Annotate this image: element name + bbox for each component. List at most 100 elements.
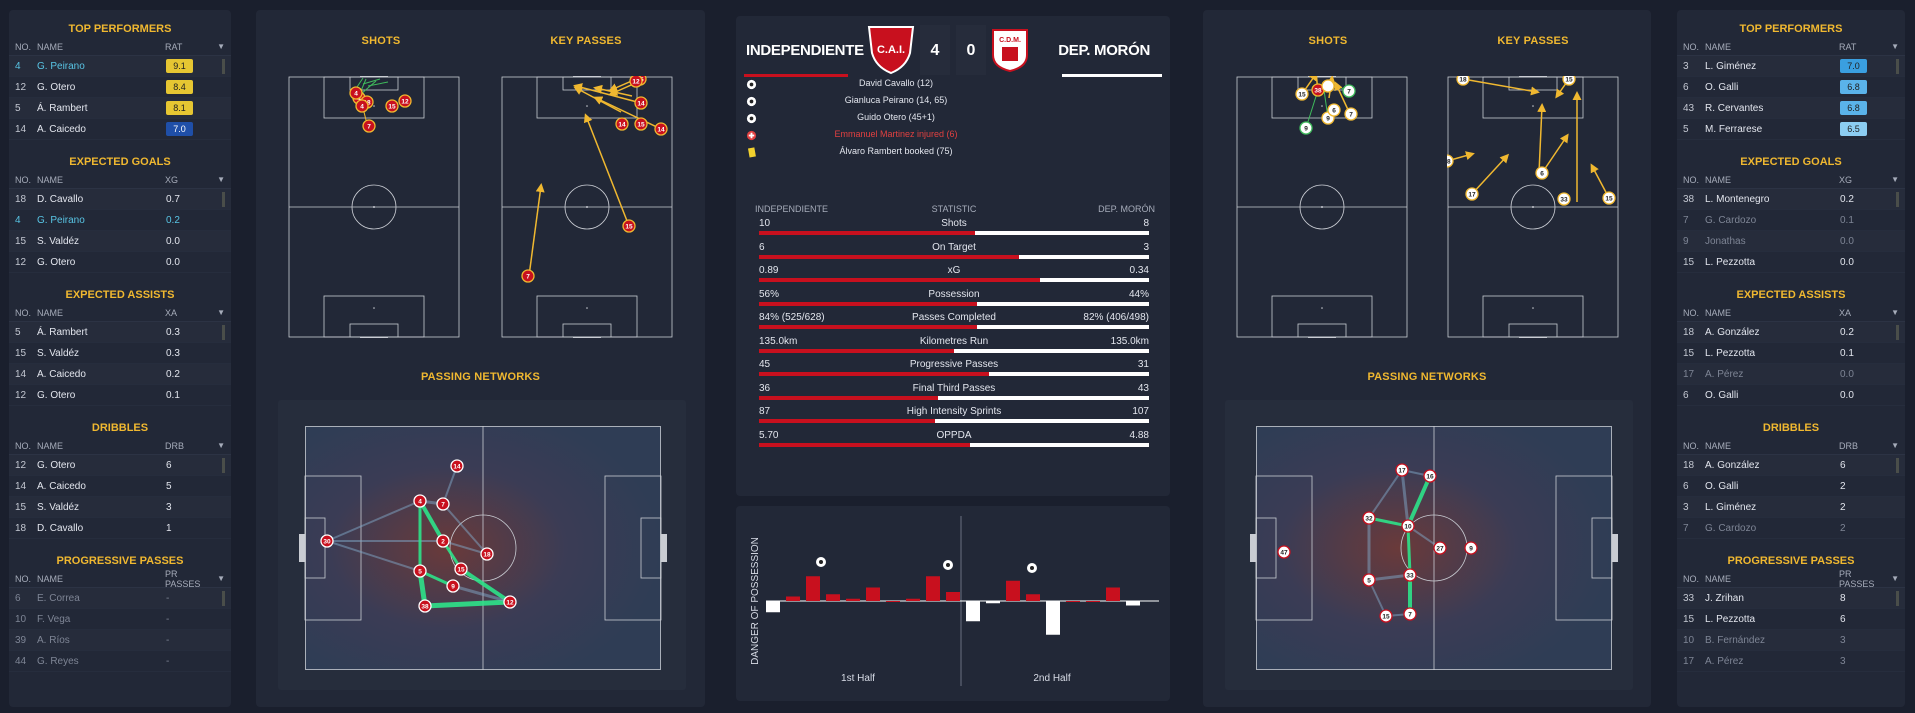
table-row[interactable]: 18 D. Cavallo 1 (9, 518, 231, 539)
event-goal: David Cavallo (12) (746, 78, 1046, 93)
player-number: 10 (1683, 634, 1695, 646)
away-stat-value: 4.88 (1129, 429, 1149, 441)
player-marker: 47 (1277, 545, 1291, 559)
shots-title: SHOTS (361, 35, 401, 47)
player-number: 18 (15, 193, 27, 205)
table-row[interactable]: 3 L. Giménez 2 (1677, 497, 1905, 518)
sort-arrow-icon[interactable]: ▼ (217, 308, 225, 317)
row-scroll-indicator (222, 346, 225, 361)
table-row[interactable]: 12 G. Otero 0.1 (9, 385, 231, 406)
table-row[interactable]: 6 O. Galli 0.0 (1677, 385, 1905, 406)
table-row[interactable]: 18 D. Cavallo 0.7 (9, 189, 231, 210)
sort-arrow-icon[interactable]: ▼ (1891, 308, 1899, 317)
table-row[interactable]: 38 L. Montenegro 0.2 (1677, 189, 1905, 210)
away-team-panel: SHOTS KEY PASSES 9 15 38 9 7 7 6 18 15 18 17 6 33 15… (1203, 10, 1651, 707)
stat-comparison-bar (759, 301, 1149, 306)
player-number: 18 (15, 522, 27, 534)
row-scroll-indicator (1896, 654, 1899, 669)
table-row[interactable]: 14 A. Caicedo 7.0 (9, 119, 231, 140)
table-row[interactable]: 9 Jonathas 0.0 (1677, 231, 1905, 252)
table-row[interactable]: 12 G. Otero 6 (9, 455, 231, 476)
name-header: NAME (1705, 573, 1732, 584)
danger-bar (926, 576, 940, 601)
goal-ball-icon (943, 560, 953, 570)
table-row[interactable]: 12 G. Otero 8.4 (9, 77, 231, 98)
sort-arrow-icon[interactable]: ▼ (217, 175, 225, 184)
table-row[interactable]: 39 A. Ríos - (9, 630, 231, 651)
table-row[interactable]: 4 G. Peirano 9.1 (9, 56, 231, 77)
table-row[interactable]: 15 S. Valdéz 0.0 (9, 231, 231, 252)
table-row[interactable]: 15 S. Valdéz 0.3 (9, 343, 231, 364)
table-row[interactable]: 15 S. Valdéz 3 (9, 497, 231, 518)
table-row[interactable]: 7 G. Cardozo 0.1 (1677, 210, 1905, 231)
table-row[interactable]: 18 A. González 6 (1677, 455, 1905, 476)
stat-comparison-bar (759, 278, 1149, 282)
svg-text:7: 7 (1347, 89, 1351, 96)
player-number: 6 (1683, 81, 1689, 93)
player-name: L. Pezzotta (1705, 613, 1756, 625)
table-row[interactable]: 15 L. Pezzotta 0.1 (1677, 343, 1905, 364)
table-row[interactable]: 44 G. Reyes - (9, 651, 231, 672)
sort-arrow-icon[interactable]: ▼ (1891, 574, 1899, 583)
table-row[interactable]: 5 Á. Rambert 8.1 (9, 98, 231, 119)
table-row[interactable]: 6 O. Galli 2 (1677, 476, 1905, 497)
table-row[interactable]: 18 A. González 0.2 (1677, 322, 1905, 343)
sort-arrow-icon[interactable]: ▼ (1891, 42, 1899, 51)
table-row[interactable]: 10 B. Fernández 3 (1677, 630, 1905, 651)
row-scroll-indicator (222, 521, 225, 536)
sort-arrow-icon[interactable]: ▼ (217, 42, 225, 51)
svg-text:9: 9 (1326, 116, 1330, 123)
row-scroll-indicator (1896, 590, 1899, 606)
stat-value: 0.1 (166, 389, 180, 401)
player-name: G. Otero (37, 459, 76, 471)
stat-row: 5.70 OPPDA 4.88 (759, 430, 1149, 453)
table-row[interactable]: 6 E. Correa - (9, 588, 231, 609)
svg-text:12: 12 (401, 99, 409, 106)
table-header: NO. NAME XA ▼ (9, 304, 231, 322)
table-row[interactable]: 7 G. Cardozo 2 (1677, 518, 1905, 539)
sort-arrow-icon[interactable]: ▼ (1891, 175, 1899, 184)
table-row[interactable]: 5 Á. Rambert 0.3 (9, 322, 231, 343)
home-shots-pitch: 4418412157 (288, 76, 460, 338)
player-number: 12 (15, 81, 27, 93)
sort-arrow-icon[interactable]: ▼ (1891, 441, 1899, 450)
table-row[interactable]: 43 R. Cervantes 6.8 (1677, 98, 1905, 119)
table-row[interactable]: 15 L. Pezzotta 0.0 (1677, 252, 1905, 273)
table-row[interactable]: 14 A. Caicedo 0.2 (9, 364, 231, 385)
table-row[interactable]: 6 O. Galli 6.8 (1677, 77, 1905, 98)
away-stat-value: 3 (1143, 241, 1149, 253)
player-number: 5 (1683, 123, 1689, 135)
stat-comparison-bar (759, 395, 1149, 400)
table-row[interactable]: 3 L. Giménez 7.0 (1677, 56, 1905, 77)
stat-comparison-bar (759, 231, 1149, 235)
svg-text:17: 17 (1468, 192, 1476, 199)
player-marker: 6 (1535, 166, 1549, 180)
name-header: NAME (37, 174, 64, 185)
danger-panel: DANGER OF POSSESSION 1st Half 2nd Half (736, 506, 1170, 701)
away-passing-network-pitch: 47 17 16 32 10 27 9 5 33 15 7 (1250, 426, 1618, 670)
svg-text:38: 38 (1314, 88, 1322, 95)
event-text: Emmanuel Martinez injured (6) (834, 129, 958, 139)
sort-arrow-icon[interactable]: ▼ (217, 441, 225, 450)
player-marker: 15 (1602, 191, 1616, 205)
away-key-passes-pitch: 18 15 18 17 6 33 15 (1447, 76, 1619, 338)
player-number: 12 (15, 256, 27, 268)
stat-name: High Intensity Sprints (906, 406, 1002, 417)
svg-text:10: 10 (1404, 524, 1412, 531)
row-scroll-indicator (1896, 255, 1899, 270)
table-row[interactable]: 17 A. Pérez 3 (1677, 651, 1905, 672)
table-row[interactable]: 14 A. Caicedo 5 (9, 476, 231, 497)
stat-value: 0.0 (1840, 235, 1854, 247)
sort-arrow-icon[interactable]: ▼ (217, 574, 225, 583)
home-badge: C.A.I. (867, 26, 915, 75)
table-row[interactable]: 5 M. Ferrarese 6.5 (1677, 119, 1905, 140)
table-row[interactable]: 33 J. Zrihan 8 (1677, 588, 1905, 609)
stat-name: Progressive Passes (909, 359, 999, 370)
table-row[interactable]: 10 F. Vega - (9, 609, 231, 630)
table-row[interactable]: 4 G. Peirano 0.2 (9, 210, 231, 231)
table-row[interactable]: 12 G. Otero 0.0 (9, 252, 231, 273)
table-row[interactable]: 17 A. Pérez 0.0 (1677, 364, 1905, 385)
home-stat-value: 0.89 (759, 265, 779, 276)
table-row[interactable]: 15 L. Pezzotta 6 (1677, 609, 1905, 630)
player-number: 15 (15, 501, 27, 513)
